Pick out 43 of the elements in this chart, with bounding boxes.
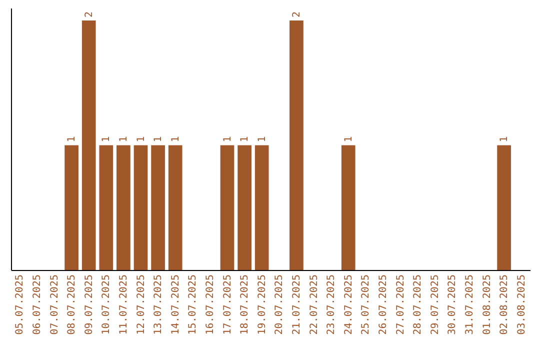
x-tick-label: 27.07.2025 <box>395 274 406 335</box>
data-label: 2 <box>84 11 95 18</box>
data-label: 1 <box>66 136 78 142</box>
x-tick-label: 09.07.2025 <box>84 274 95 335</box>
x-tick-label: 20.07.2025 <box>274 274 286 335</box>
data-label: 1 <box>343 136 354 142</box>
data-label: 1 <box>240 136 251 142</box>
x-tick-label: 10.07.2025 <box>101 274 112 335</box>
x-tick-label: 28.07.2025 <box>412 274 424 335</box>
x-tick-label: 08.07.2025 <box>66 274 78 335</box>
data-label: 1 <box>499 136 510 142</box>
data-label: 1 <box>101 136 112 142</box>
x-tick-label: 05.07.2025 <box>14 274 26 335</box>
x-tick-label: 06.07.2025 <box>32 274 43 335</box>
x-tick-label: 07.07.2025 <box>49 274 60 335</box>
data-label: 1 <box>170 136 182 142</box>
data-label: 2 <box>291 11 302 18</box>
x-tick-label: 31.07.2025 <box>464 274 476 335</box>
data-label: 1 <box>256 136 268 142</box>
x-tick-label: 21.07.2025 <box>291 274 302 335</box>
x-tick-label: 19.07.2025 <box>256 274 268 335</box>
x-tick-label: 30.07.2025 <box>447 274 458 335</box>
x-tick-label: 23.07.2025 <box>326 274 338 335</box>
x-tick-label: 11.07.2025 <box>118 274 130 335</box>
x-tick-label: 14.07.2025 <box>170 274 182 335</box>
data-label: 1 <box>153 136 164 142</box>
x-tick-label: 29.07.2025 <box>430 274 441 335</box>
x-tick-label: 18.07.2025 <box>240 274 251 335</box>
x-tick-label: 12.07.2025 <box>136 274 147 335</box>
x-tick-label: 17.07.2025 <box>222 274 234 335</box>
x-tick-label: 01.08.2025 <box>482 274 493 335</box>
x-tick-label: 13.07.2025 <box>153 274 164 335</box>
x-tick-label: 16.07.2025 <box>204 274 216 335</box>
x-tick-label: 02.08.2025 <box>499 274 510 335</box>
data-label: 1 <box>222 136 234 142</box>
x-tick-label: 26.07.2025 <box>378 274 389 335</box>
data-label: 1 <box>136 136 147 142</box>
x-tick-label: 03.08.2025 <box>516 274 528 335</box>
x-tick-label: 22.07.2025 <box>308 274 320 335</box>
x-tick-label: 15.07.2025 <box>188 274 199 335</box>
x-tick-label: 24.07.2025 <box>343 274 354 335</box>
x-tick-label: 25.07.2025 <box>360 274 372 335</box>
data-label: 1 <box>118 136 130 142</box>
